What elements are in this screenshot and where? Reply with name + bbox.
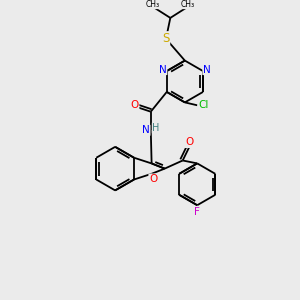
Text: Cl: Cl — [198, 100, 208, 110]
Text: N: N — [142, 125, 150, 135]
Text: CH₃: CH₃ — [146, 0, 160, 9]
Text: N: N — [159, 64, 167, 75]
Text: H: H — [152, 123, 160, 133]
Text: O: O — [149, 174, 157, 184]
Text: O: O — [131, 100, 139, 110]
Text: F: F — [194, 207, 200, 217]
Text: N: N — [203, 64, 211, 75]
Text: S: S — [162, 32, 170, 45]
Text: O: O — [185, 137, 193, 148]
Text: CH₃: CH₃ — [181, 0, 195, 9]
